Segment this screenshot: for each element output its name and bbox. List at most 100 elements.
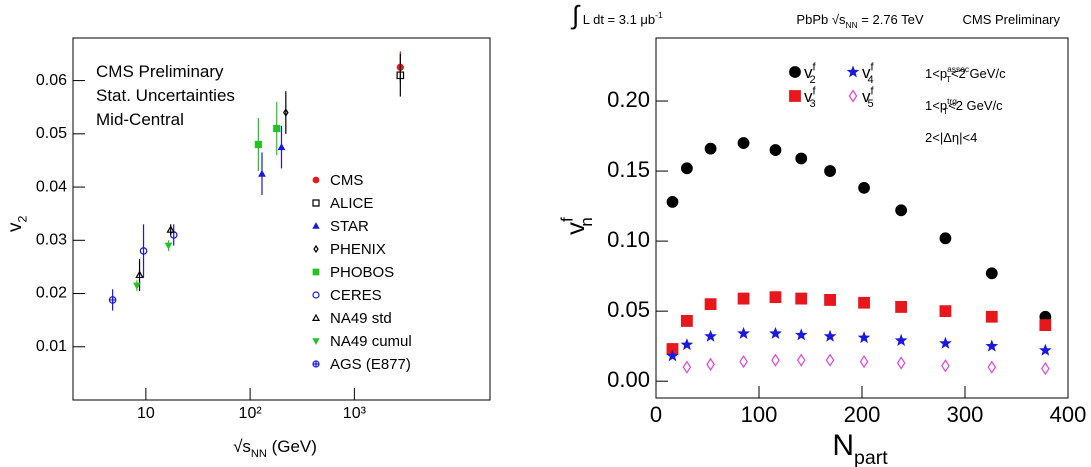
data-point xyxy=(825,353,835,367)
text-part: (GeV) xyxy=(267,437,317,456)
data-point xyxy=(939,232,952,245)
data-point xyxy=(680,162,693,175)
x-axis-label: √sNN (GeV) xyxy=(233,437,317,460)
data-point xyxy=(737,326,750,339)
data-point xyxy=(985,339,999,352)
legend-label: PHENIX xyxy=(330,241,386,258)
legend-marker xyxy=(789,66,801,78)
text-part: <2 GeV/c xyxy=(948,98,1003,113)
legend-label: NA49 std xyxy=(330,310,392,327)
legend-label: CERES xyxy=(330,287,382,304)
annotation: Mid-Central xyxy=(96,110,184,129)
data-point xyxy=(795,292,808,305)
data-point xyxy=(939,305,952,318)
legend-marker xyxy=(789,90,801,102)
data-point xyxy=(739,354,748,369)
text-part: N xyxy=(832,429,854,462)
supscript: f xyxy=(557,217,576,222)
data-point xyxy=(1041,361,1050,376)
text-part: v xyxy=(862,87,871,106)
x-tick-label: 10² xyxy=(239,405,263,422)
data-point xyxy=(704,298,717,311)
data-point xyxy=(796,353,806,367)
y-tick-label: 0.05 xyxy=(36,125,67,142)
legend-label: vf 3 xyxy=(804,85,817,110)
data-point xyxy=(273,124,281,133)
supscript: f xyxy=(871,85,875,97)
data-point xyxy=(166,225,175,233)
data-point xyxy=(769,144,782,156)
data-point xyxy=(941,359,950,373)
legend-marker xyxy=(312,360,320,368)
x-axis-label: Npart xyxy=(832,429,888,467)
legend-label: vf 2 xyxy=(804,61,817,86)
data-point xyxy=(895,204,908,217)
legend-marker xyxy=(312,338,320,345)
data-point xyxy=(704,329,717,342)
legend-label: AGS (E877) xyxy=(330,356,411,373)
y-tick-label: 0.03 xyxy=(36,232,67,249)
data-point xyxy=(896,356,906,370)
annotation: 1<passoc T<2 GeV/c xyxy=(925,64,1006,84)
data-point xyxy=(858,182,870,194)
data-point xyxy=(277,143,286,151)
header-text: CMS Preliminary xyxy=(962,12,1060,27)
legend-label: vf 4 xyxy=(862,61,875,86)
annotation: Stat. Uncertainties xyxy=(96,86,235,105)
subscript: T xyxy=(943,106,948,116)
text-part: = 2.76 TeV xyxy=(858,12,924,27)
subscript: T xyxy=(946,74,951,84)
data-point xyxy=(794,328,808,341)
subscript: 4 xyxy=(868,74,874,86)
legend-marker xyxy=(312,176,320,184)
subscript: 2 xyxy=(810,74,816,86)
text-part: 2<|Δη|<4 xyxy=(925,130,977,145)
data-point xyxy=(894,333,908,346)
data-point xyxy=(824,165,836,177)
annotation: 1<ptrg T<2 GeV/c xyxy=(925,96,1003,116)
y-tick-label: 0.15 xyxy=(607,157,650,182)
legend-marker xyxy=(312,291,320,299)
x-tick-label: 200 xyxy=(844,402,881,427)
data-point xyxy=(254,140,262,149)
subscript: NN xyxy=(845,20,857,30)
supscript: assoc xyxy=(947,64,969,74)
legend-label: PHOBOS xyxy=(330,264,394,281)
subscript: n xyxy=(577,217,596,226)
data-point xyxy=(769,291,782,304)
data-point xyxy=(895,301,908,313)
text-part: 1<p xyxy=(925,98,947,113)
data-point xyxy=(135,270,144,279)
text-part: v xyxy=(804,63,813,82)
y-axis-label: vfn xyxy=(557,217,596,235)
data-point xyxy=(704,142,717,155)
data-point xyxy=(133,282,141,290)
legend-marker xyxy=(312,199,320,207)
y-tick-label: 0.06 xyxy=(36,72,67,89)
data-point xyxy=(737,137,750,149)
supscript: f xyxy=(813,85,817,97)
legend-label: NA49 cumul xyxy=(330,333,412,350)
y-tick-label: 0.02 xyxy=(36,285,67,302)
x-tick-label: 300 xyxy=(947,402,984,427)
legend-marker xyxy=(312,268,320,276)
x-tick-label: 0 xyxy=(650,402,662,427)
text-part: PbPb √s xyxy=(796,12,846,27)
subscript: 3 xyxy=(810,98,816,110)
header-text: ∫ L dt = 3.1 μb-1 xyxy=(570,0,663,30)
legend-marker xyxy=(848,89,858,103)
annotation: 2<|Δη|<4 xyxy=(925,130,977,145)
subscript: 2 xyxy=(16,216,30,223)
data-point xyxy=(769,326,782,339)
data-point xyxy=(985,310,998,323)
data-point xyxy=(283,108,289,117)
subscript: NN xyxy=(251,448,267,460)
data-point xyxy=(258,169,266,177)
legend-marker xyxy=(311,313,321,321)
text-part: <2 GeV/c xyxy=(951,66,1006,81)
text-part: v xyxy=(804,87,813,106)
data-point xyxy=(857,331,871,344)
y-tick-label: 0.01 xyxy=(36,338,67,355)
